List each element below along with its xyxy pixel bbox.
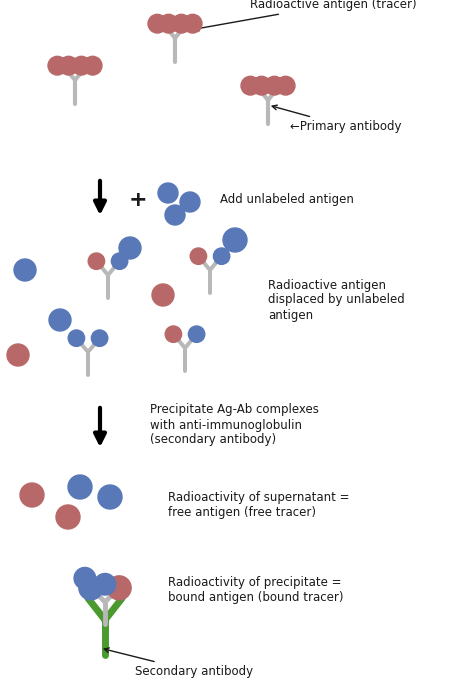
Circle shape [158,183,178,203]
Circle shape [49,309,71,331]
Circle shape [107,576,131,600]
Text: Radioactivity of supernatant =
free antigen (free tracer): Radioactivity of supernatant = free anti… [168,491,349,519]
Circle shape [88,253,104,270]
Circle shape [188,326,204,343]
Text: Precipitate Ag-Ab complexes
with anti-immunoglobulin
(secondary antibody): Precipitate Ag-Ab complexes with anti-im… [150,404,318,446]
Circle shape [165,205,184,225]
Circle shape [159,15,178,33]
Circle shape [179,192,199,212]
Circle shape [59,56,78,75]
Text: Secondary antibody: Secondary antibody [104,648,253,678]
Circle shape [72,56,91,75]
Circle shape [68,475,92,499]
Circle shape [14,259,36,281]
Circle shape [119,237,141,259]
Circle shape [165,326,181,343]
Circle shape [183,15,202,33]
Circle shape [98,485,122,509]
Circle shape [213,248,229,264]
Circle shape [147,15,166,33]
Circle shape [276,76,295,95]
Circle shape [222,228,246,252]
Circle shape [48,56,67,75]
Circle shape [172,15,190,33]
Text: Radioactive antigen
displaced by unlabeled
antigen: Radioactive antigen displaced by unlabel… [267,279,404,322]
Circle shape [190,248,206,264]
Text: ←Primary antibody: ←Primary antibody [272,105,400,133]
Circle shape [56,505,80,529]
Circle shape [68,330,84,346]
Circle shape [83,56,102,75]
Circle shape [7,344,29,366]
Circle shape [252,76,270,95]
Circle shape [264,76,283,95]
Text: Radioactivity of precipitate =
bound antigen (bound tracer): Radioactivity of precipitate = bound ant… [168,576,343,604]
Circle shape [20,483,44,507]
Text: +: + [129,190,147,210]
Text: Add unlabeled antigen: Add unlabeled antigen [220,193,353,206]
Text: Radioactive antigen (tracer): Radioactive antigen (tracer) [194,0,416,31]
Circle shape [240,76,259,95]
Circle shape [74,567,96,589]
Circle shape [78,576,103,600]
Circle shape [111,253,128,270]
Circle shape [94,573,115,595]
Circle shape [91,330,107,346]
Circle shape [152,284,174,306]
